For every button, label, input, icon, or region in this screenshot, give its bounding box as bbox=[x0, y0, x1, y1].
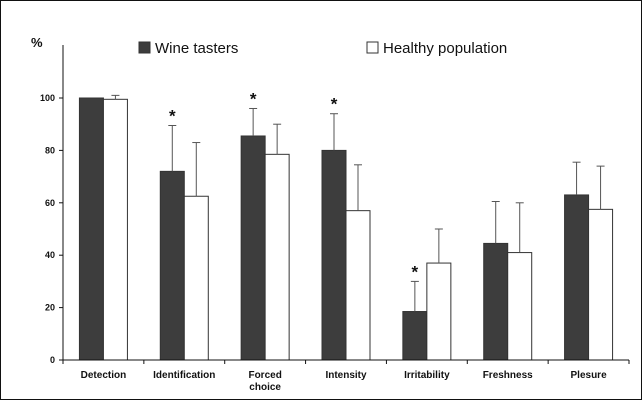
x-axis: Detection Identification Forced choice Inten… bbox=[62, 359, 630, 393]
legend-label-wine-tasters: Wine tasters bbox=[155, 40, 238, 57]
legend-label-healthy-population: Healthy population bbox=[383, 40, 507, 57]
y-tick-label: 40 bbox=[45, 250, 55, 260]
legend-swatch-wine-tasters bbox=[138, 41, 151, 54]
bar-healthy-population bbox=[345, 210, 371, 361]
y-tick-label: 80 bbox=[45, 145, 55, 155]
legend-swatch-healthy-population bbox=[366, 41, 379, 54]
x-tick-label: Identification bbox=[153, 370, 215, 381]
x-tick-label: Freshness bbox=[483, 370, 533, 381]
bar-wine-tasters bbox=[483, 242, 509, 361]
y-tick-label: 20 bbox=[45, 303, 55, 313]
y-tick-label: 0 bbox=[50, 355, 55, 365]
bar-wine-tasters bbox=[321, 149, 347, 361]
x-tick-label: Detection bbox=[81, 370, 127, 381]
bar-wine-tasters bbox=[402, 311, 428, 361]
bar-wine-tasters bbox=[564, 194, 590, 361]
x-tick-label: Forced choice bbox=[248, 370, 281, 393]
x-tick-label: Irritability bbox=[404, 370, 450, 381]
bar-wine-tasters bbox=[159, 170, 185, 361]
y-axis-label: % bbox=[31, 35, 43, 50]
y-axis: 0 20 40 60 80 100 bbox=[40, 45, 64, 365]
x-tick-label: Intensity bbox=[325, 370, 367, 381]
significance-marker: * bbox=[331, 95, 338, 114]
legend: Wine tasters Healthy population bbox=[138, 40, 507, 57]
bars: * * * * bbox=[78, 89, 614, 361]
bar-healthy-population bbox=[264, 153, 290, 361]
x-tick-label: Plesure bbox=[571, 370, 608, 381]
significance-marker: * bbox=[412, 262, 419, 281]
y-tick-label: 60 bbox=[45, 198, 55, 208]
bar-wine-tasters bbox=[78, 97, 104, 361]
y-tick-label: 100 bbox=[40, 93, 55, 103]
bar-wine-tasters bbox=[240, 135, 266, 361]
significance-marker: * bbox=[250, 89, 257, 108]
significance-marker: * bbox=[169, 107, 176, 126]
bar-healthy-population bbox=[507, 252, 533, 361]
bar-healthy-population bbox=[426, 262, 452, 361]
bar-healthy-population bbox=[102, 98, 128, 361]
bar-healthy-population bbox=[588, 208, 614, 361]
bar-healthy-population bbox=[183, 195, 209, 361]
